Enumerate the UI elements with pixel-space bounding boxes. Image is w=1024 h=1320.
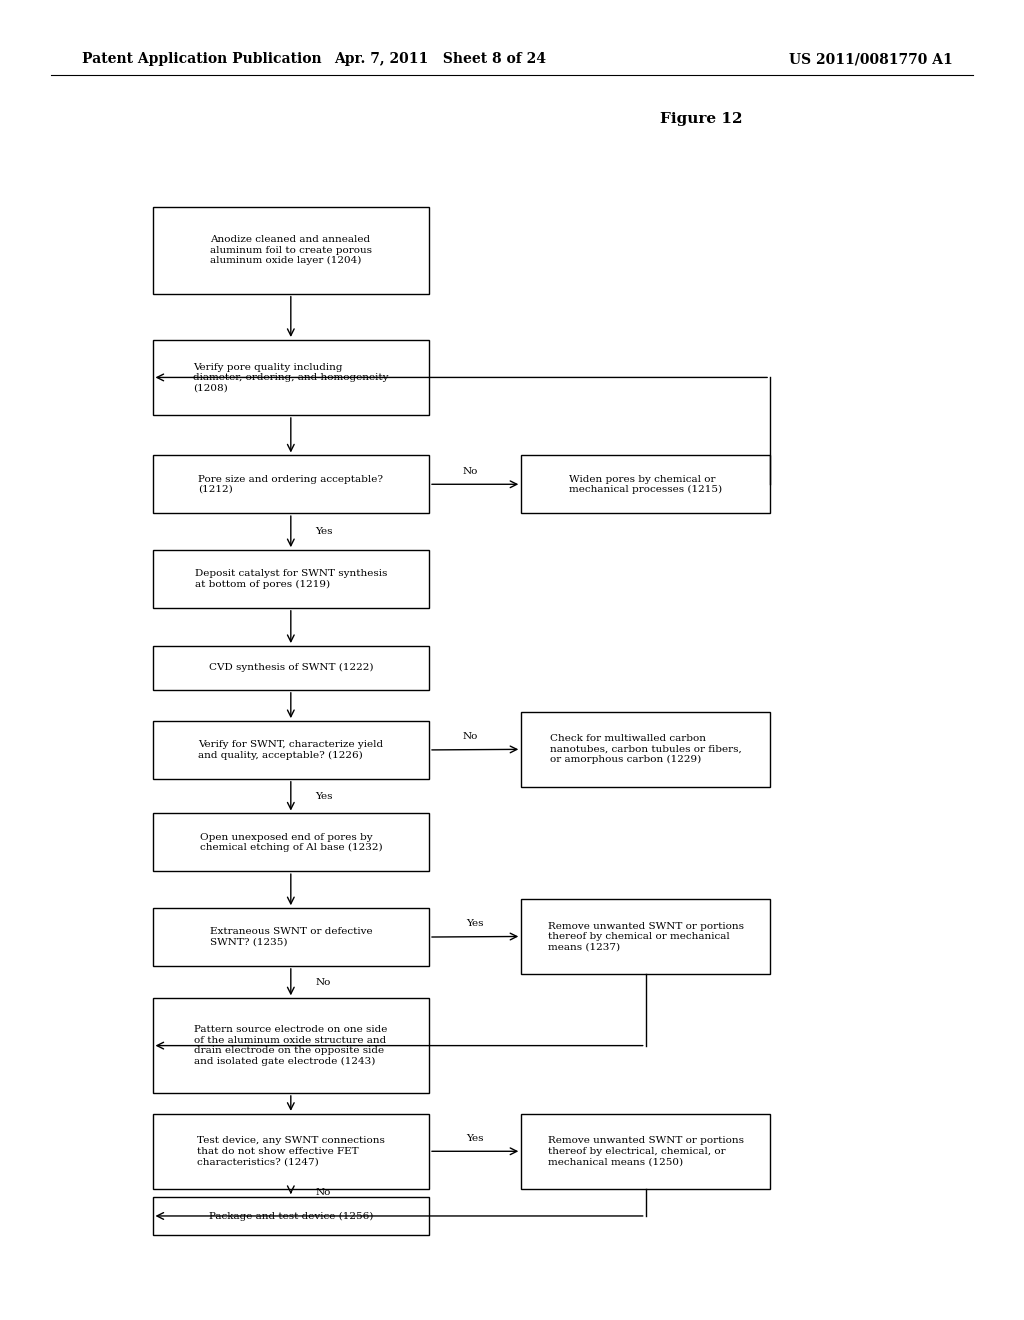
FancyBboxPatch shape (521, 455, 770, 513)
Text: Yes: Yes (466, 1134, 484, 1143)
Text: No: No (462, 733, 478, 742)
FancyBboxPatch shape (153, 207, 429, 294)
Text: Figure 12: Figure 12 (660, 112, 742, 125)
Text: Deposit catalyst for SWNT synthesis
at bottom of pores (1219): Deposit catalyst for SWNT synthesis at b… (195, 569, 387, 589)
FancyBboxPatch shape (521, 711, 770, 787)
Text: Package and test device (1256): Package and test device (1256) (209, 1212, 373, 1221)
Text: Pattern source electrode on one side
of the aluminum oxide structure and
drain e: Pattern source electrode on one side of … (195, 1026, 387, 1065)
Text: Yes: Yes (314, 792, 333, 801)
FancyBboxPatch shape (153, 341, 429, 414)
FancyBboxPatch shape (153, 455, 429, 513)
Text: Widen pores by chemical or
mechanical processes (1215): Widen pores by chemical or mechanical pr… (569, 474, 722, 494)
Text: Remove unwanted SWNT or portions
thereof by chemical or mechanical
means (1237): Remove unwanted SWNT or portions thereof… (548, 921, 743, 952)
Text: No: No (315, 1188, 332, 1197)
Text: US 2011/0081770 A1: US 2011/0081770 A1 (788, 53, 952, 66)
FancyBboxPatch shape (153, 645, 429, 690)
Text: Test device, any SWNT connections
that do not show effective FET
characteristics: Test device, any SWNT connections that d… (197, 1137, 385, 1166)
FancyBboxPatch shape (153, 813, 429, 871)
Text: No: No (315, 978, 332, 986)
FancyBboxPatch shape (153, 550, 429, 607)
FancyBboxPatch shape (153, 721, 429, 779)
Text: CVD synthesis of SWNT (1222): CVD synthesis of SWNT (1222) (209, 664, 373, 672)
FancyBboxPatch shape (153, 1197, 429, 1236)
Text: Yes: Yes (314, 527, 333, 536)
Text: Apr. 7, 2011   Sheet 8 of 24: Apr. 7, 2011 Sheet 8 of 24 (334, 53, 547, 66)
Text: Verify pore quality including
diameter, ordering, and homogeneity
(1208): Verify pore quality including diameter, … (194, 363, 388, 392)
FancyBboxPatch shape (521, 899, 770, 974)
Text: No: No (462, 466, 478, 475)
FancyBboxPatch shape (153, 908, 429, 966)
FancyBboxPatch shape (521, 1114, 770, 1189)
FancyBboxPatch shape (153, 1114, 429, 1189)
FancyBboxPatch shape (153, 998, 429, 1093)
Text: Check for multiwalled carbon
nanotubes, carbon tubules or fibers,
or amorphous c: Check for multiwalled carbon nanotubes, … (550, 734, 741, 764)
Text: Pore size and ordering acceptable?
(1212): Pore size and ordering acceptable? (1212… (199, 475, 383, 494)
Text: Extraneous SWNT or defective
SWNT? (1235): Extraneous SWNT or defective SWNT? (1235… (210, 928, 372, 946)
Text: Remove unwanted SWNT or portions
thereof by electrical, chemical, or
mechanical : Remove unwanted SWNT or portions thereof… (548, 1137, 743, 1166)
Text: Open unexposed end of pores by
chemical etching of Al base (1232): Open unexposed end of pores by chemical … (200, 833, 382, 853)
Text: Verify for SWNT, characterize yield
and quality, acceptable? (1226): Verify for SWNT, characterize yield and … (199, 741, 383, 760)
Text: Patent Application Publication: Patent Application Publication (82, 53, 322, 66)
Text: Yes: Yes (466, 919, 484, 928)
Text: Anodize cleaned and annealed
aluminum foil to create porous
aluminum oxide layer: Anodize cleaned and annealed aluminum fo… (210, 235, 372, 265)
